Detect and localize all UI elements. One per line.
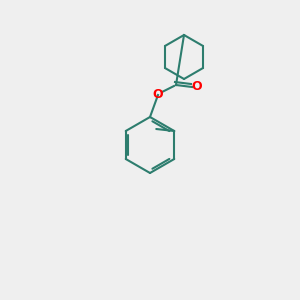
Text: O: O bbox=[192, 80, 202, 94]
Text: O: O bbox=[153, 88, 163, 101]
